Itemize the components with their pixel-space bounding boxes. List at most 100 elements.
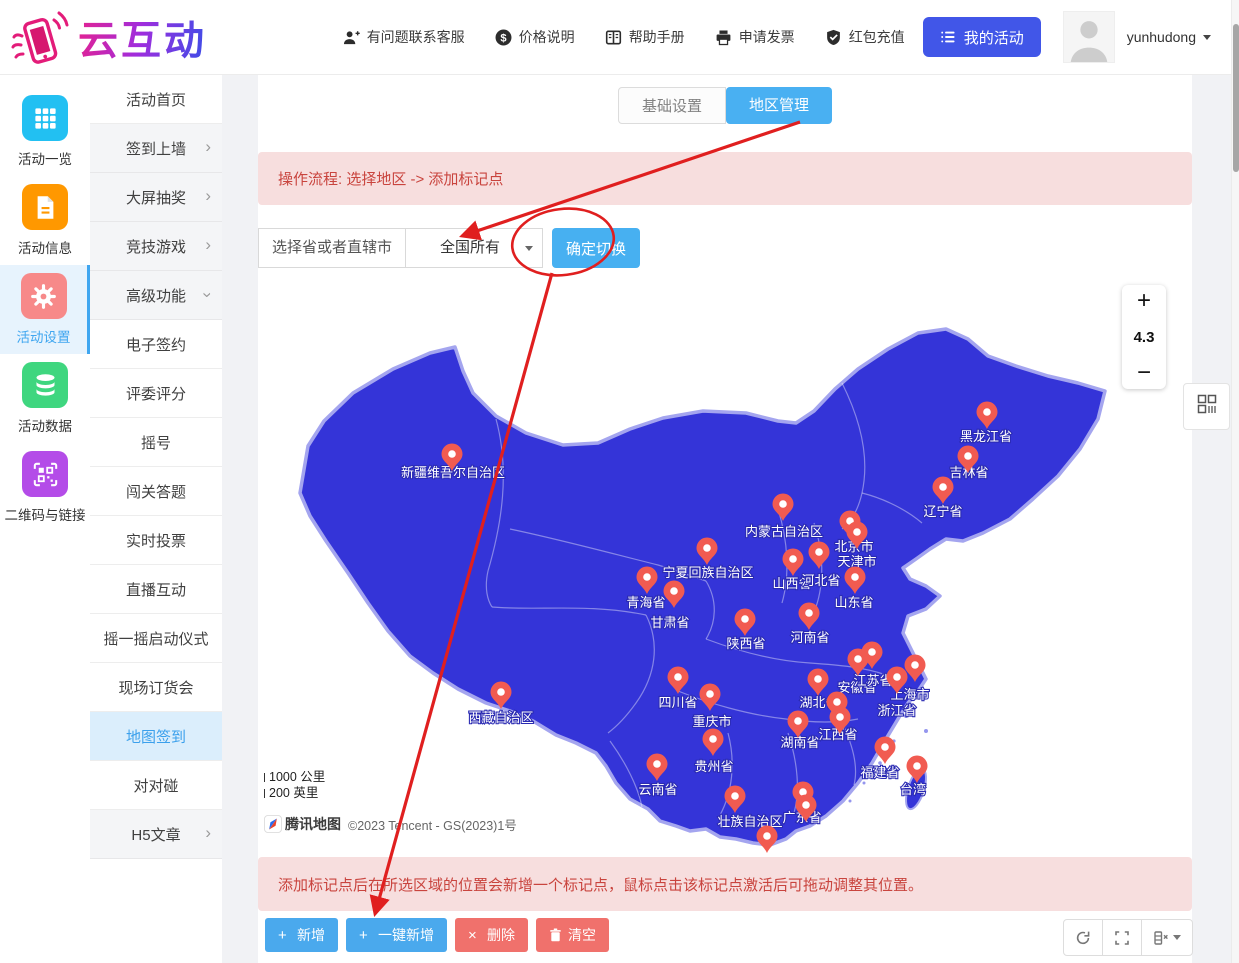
- province-label: 辽宁省: [923, 504, 962, 519]
- map-pin[interactable]: [846, 521, 868, 550]
- submenu-item-大屏抽奖[interactable]: 大屏抽奖 ›: [90, 173, 222, 222]
- zoom-out-button[interactable]: −: [1136, 359, 1151, 386]
- refresh-button[interactable]: [1063, 919, 1103, 956]
- user-menu[interactable]: yunhudong: [1127, 29, 1211, 45]
- icon-sidebar: 活动一览活动信息活动设置活动数据 二维码与链接: [0, 75, 90, 963]
- submenu-item-高级功能[interactable]: 高级功能 ›: [90, 271, 222, 320]
- sidebar-item-活动一览[interactable]: 活动一览: [0, 87, 90, 176]
- map-pin[interactable]: [795, 794, 817, 823]
- china-map[interactable]: 新疆维吾尔自治区黑龙江省吉林省辽宁省内蒙古自治区宁夏回族自治区青海省甘肃省山西省…: [258, 271, 1192, 856]
- tencent-map-logo-icon: [264, 815, 282, 833]
- chevron-down-icon: [525, 246, 534, 251]
- submenu-item-label: 直播互动: [125, 581, 186, 599]
- avatar[interactable]: [1062, 11, 1115, 63]
- province-label: 福建省: [860, 765, 899, 780]
- submenu-item-H5文章[interactable]: H5文章 ›: [90, 810, 222, 859]
- delete-marker-button[interactable]: × 删除: [455, 918, 528, 952]
- layer-toggle-button[interactable]: [1183, 383, 1230, 430]
- map-pins: [441, 401, 998, 854]
- columns-button[interactable]: [1141, 919, 1193, 956]
- zoom-in-button[interactable]: +: [1136, 287, 1151, 314]
- submenu-item-摇一摇启动仪式[interactable]: 摇一摇启动仪式: [90, 614, 222, 663]
- sidebar-item-活动信息[interactable]: 活动信息: [0, 176, 90, 265]
- logo[interactable]: 云互动: [10, 8, 207, 66]
- map-pin[interactable]: [807, 668, 829, 697]
- map-pin[interactable]: [932, 476, 954, 505]
- map-pin[interactable]: [772, 493, 794, 522]
- province-label: 北京市: [834, 539, 873, 554]
- map-pin[interactable]: [756, 825, 778, 854]
- sidebar-item-活动数据[interactable]: 活动数据: [0, 354, 90, 443]
- tab-basic-settings[interactable]: 基础设置: [617, 87, 726, 124]
- map-pin[interactable]: [906, 755, 928, 784]
- submenu-item-label: 摇一摇启动仪式: [103, 630, 209, 648]
- map-pin[interactable]: [636, 566, 658, 595]
- header-link[interactable]: 红包充值: [825, 27, 905, 47]
- header-link[interactable]: $ 价格说明: [495, 27, 575, 47]
- map-pin[interactable]: [787, 710, 809, 739]
- sidebar-item-活动设置[interactable]: 活动设置: [0, 265, 90, 354]
- submenu-item-活动首页[interactable]: 活动首页: [90, 75, 222, 124]
- submenu-item-竞技游戏[interactable]: 竞技游戏 ›: [90, 222, 222, 271]
- add-marker-button[interactable]: + 新增: [265, 918, 338, 952]
- map-pin[interactable]: [826, 691, 848, 720]
- submenu-item-实时投票[interactable]: 实时投票: [90, 516, 222, 565]
- map-pin[interactable]: [957, 445, 979, 474]
- tab-region-management[interactable]: 地区管理: [726, 87, 833, 124]
- sidebar-item-二维码与链接[interactable]: 二维码与链接: [0, 443, 90, 532]
- submenu-item-评委评分[interactable]: 评委评分: [90, 369, 222, 418]
- submenu-item-对对碰[interactable]: 对对碰: [90, 761, 222, 810]
- confirm-switch-button[interactable]: 确定切换: [552, 228, 641, 268]
- person-plus-icon: [343, 29, 360, 46]
- submenu-item-直播互动[interactable]: 直播互动: [90, 565, 222, 614]
- fullscreen-button[interactable]: [1102, 919, 1142, 956]
- map-pin[interactable]: [874, 736, 896, 765]
- one-click-add-button[interactable]: + 一键新增: [346, 918, 447, 952]
- map-pin[interactable]: [724, 785, 746, 814]
- map-pin[interactable]: [829, 706, 851, 735]
- action-button-label: 删除: [487, 927, 515, 943]
- map-pin[interactable]: [699, 683, 721, 712]
- header-link[interactable]: 申请发票: [715, 27, 795, 47]
- province-label: 宁夏回族自治区: [662, 565, 753, 580]
- province-label: 湖南省: [780, 735, 819, 750]
- region-select-value: 全国所有: [440, 239, 501, 256]
- sidebar-item-label: 活动一览: [18, 152, 72, 167]
- map-pin[interactable]: [861, 641, 883, 670]
- map-pin[interactable]: [667, 666, 689, 695]
- header-link[interactable]: 有问题联系客服: [343, 27, 465, 47]
- submenu-item-闯关答题[interactable]: 闯关答题: [90, 467, 222, 516]
- right-gutter: [1192, 75, 1231, 963]
- printer-icon: [715, 29, 732, 46]
- map-pin[interactable]: [702, 728, 724, 757]
- submenu-item-签到上墙[interactable]: 签到上墙 ›: [90, 124, 222, 173]
- fullscreen-icon: [1114, 930, 1130, 946]
- map-pin[interactable]: [734, 608, 756, 637]
- submenu-item-现场订货会[interactable]: 现场订货会: [90, 663, 222, 712]
- map-pin[interactable]: [904, 654, 926, 683]
- map-pin[interactable]: [696, 537, 718, 566]
- my-activities-button[interactable]: 我的活动: [922, 17, 1041, 57]
- attribution-text: ©2023 Tencent - GS(2023)1号: [348, 818, 517, 833]
- map-pin[interactable]: [782, 548, 804, 577]
- map-canvas[interactable]: 新疆维吾尔自治区 黑龙江省 吉林省 辽宁省 内蒙古自治区 宁夏回族自治区 青海省 甘肃省 山西省…: [258, 271, 1192, 856]
- submenu-item-摇号[interactable]: 摇号: [90, 418, 222, 467]
- header-nav: 有问题联系客服 $ 价格说明 帮助手册 申请发票 红包充值: [343, 27, 905, 47]
- scrollbar-thumb[interactable]: [1233, 24, 1239, 172]
- province-label: 山东省: [834, 595, 873, 610]
- map-pin[interactable]: [976, 401, 998, 430]
- header-link[interactable]: 帮助手册: [605, 27, 685, 47]
- region-select[interactable]: 全国所有: [405, 228, 544, 268]
- map-pin[interactable]: [844, 566, 866, 595]
- clear-markers-button[interactable]: 清空: [536, 918, 609, 952]
- attribution-brand-text: 腾讯地图: [285, 816, 341, 832]
- map-pin[interactable]: [663, 580, 685, 609]
- map-pin[interactable]: [886, 666, 908, 695]
- submenu-item-地图签到[interactable]: 地图签到: [90, 712, 222, 761]
- map-pin[interactable]: [798, 602, 820, 631]
- page-scrollbar[interactable]: [1231, 0, 1239, 963]
- map-pin[interactable]: [808, 541, 830, 570]
- submenu-item-电子签约[interactable]: 电子签约: [90, 320, 222, 369]
- map-pin[interactable]: [646, 753, 668, 782]
- sidebar-item-label: 活动设置: [16, 330, 71, 345]
